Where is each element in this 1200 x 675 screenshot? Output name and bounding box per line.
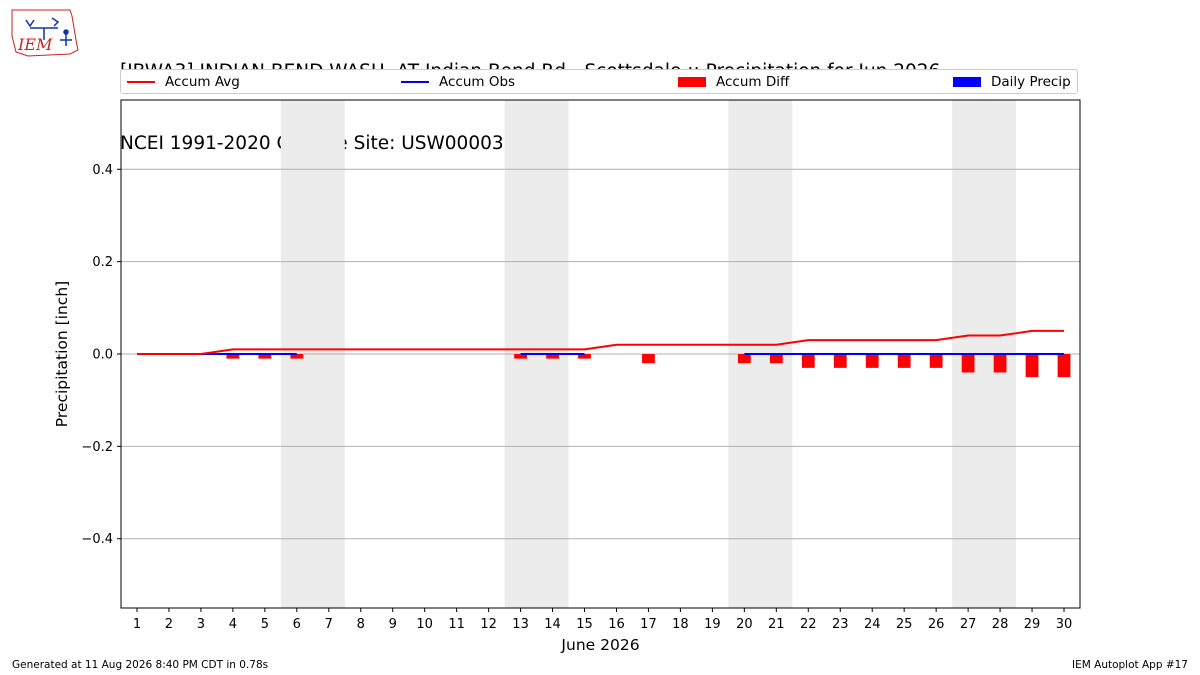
legend-item-accum-obs: Accum Obs [401, 70, 515, 93]
x-tick-label: 27 [960, 617, 977, 632]
x-tick-label: 30 [1056, 617, 1073, 632]
x-tick-label: 25 [896, 617, 913, 632]
x-tick-label: 29 [1024, 617, 1041, 632]
x-tick-label: 18 [672, 617, 689, 632]
legend-label-accum-obs: Accum Obs [439, 73, 516, 90]
x-tick-label: 23 [832, 617, 849, 632]
x-tick-label: 17 [640, 617, 657, 632]
accum-diff-bar [642, 354, 655, 364]
chart-legend: Accum Avg Accum Obs Accum Diff Daily Pre… [120, 69, 1078, 94]
weather-station-icon [25, 17, 72, 46]
x-tick-label: 13 [512, 617, 529, 632]
x-tick-label: 14 [544, 617, 561, 632]
accum-diff-bar [514, 354, 527, 359]
legend-swatch-daily-precip [953, 76, 981, 87]
accum-diff-bar [226, 354, 240, 359]
accum-avg-line [136, 329, 1065, 355]
x-tick-label: 15 [576, 617, 593, 632]
generated-timestamp: Generated at 11 Aug 2026 8:40 PM CDT in … [12, 659, 269, 671]
x-tick-label: 3 [197, 617, 205, 632]
x-tick-label: 4 [229, 617, 237, 632]
accum-diff-bar [290, 354, 304, 359]
x-tick-label: 1 [133, 617, 141, 632]
accum-diff-bar [546, 354, 559, 359]
accum-diff-bar [833, 354, 847, 368]
x-tick-label: 10 [416, 617, 433, 632]
accum-diff-bar [865, 354, 879, 368]
accum-diff-bar [769, 354, 783, 364]
x-tick-label: 21 [768, 617, 785, 632]
iem-logo: IEM [11, 9, 79, 57]
legend-swatch-accum-diff [678, 76, 706, 87]
y-tick-label: 0.2 [92, 255, 113, 270]
accum-diff-bar [929, 354, 943, 368]
x-tick-label: 28 [992, 617, 1009, 632]
y-tick-label: −0.4 [81, 532, 113, 547]
accum-diff-bar [737, 354, 751, 364]
y-tick-label: 0.4 [92, 163, 113, 178]
accum-diff-bar [1025, 354, 1039, 378]
accum-diff-bar [578, 354, 591, 359]
legend-swatch-accum-obs [401, 80, 429, 83]
x-tick-label: 22 [800, 617, 817, 632]
y-tick-label: 0.0 [92, 348, 113, 363]
x-tick-label: 8 [357, 617, 365, 632]
accum-diff-bar [961, 354, 975, 373]
legend-item-accum-diff: Accum Diff [678, 70, 789, 93]
x-tick-label: 19 [704, 617, 721, 632]
accum-diff-bar [258, 354, 272, 359]
y-tick-label: −0.2 [81, 440, 113, 455]
x-tick-label: 26 [928, 617, 945, 632]
x-tick-label: 6 [293, 617, 301, 632]
accum-diff-bar [897, 354, 911, 368]
accum-diff-bar [801, 354, 815, 368]
axis-ticks: −0.4−0.20.00.20.41 2 3 4 5 6 7 8 9 10 11 12 13 14 15 16… [81, 163, 1072, 632]
logo-text: IEM [17, 35, 53, 54]
x-tick-label: 7 [325, 617, 333, 632]
x-tick-label: 11 [448, 617, 465, 632]
accum-diff-bar [1057, 354, 1071, 378]
accum-diff-bar [993, 354, 1007, 373]
legend-label-accum-avg: Accum Avg [165, 73, 240, 90]
x-tick-label: 12 [480, 617, 497, 632]
x-axis-label: June 2026 [560, 636, 639, 654]
x-tick-label: 2 [165, 617, 173, 632]
x-tick-label: 16 [608, 617, 625, 632]
y-axis-label: Precipitation [inch] [53, 281, 71, 427]
legend-item-daily-precip: Daily Precip [953, 70, 1071, 93]
legend-swatch-accum-avg [127, 80, 155, 83]
legend-label-accum-diff: Accum Diff [716, 73, 790, 90]
app-credit: IEM Autoplot App #17 [1072, 659, 1188, 671]
x-tick-label: 5 [261, 617, 269, 632]
x-tick-label: 24 [864, 617, 881, 632]
legend-label-daily-precip: Daily Precip [991, 73, 1071, 90]
legend-item-accum-avg: Accum Avg [127, 70, 240, 93]
x-tick-label: 9 [389, 617, 397, 632]
x-tick-label: 20 [736, 617, 753, 632]
accum-diff-bars [226, 354, 1071, 378]
series-lines [136, 329, 1065, 355]
